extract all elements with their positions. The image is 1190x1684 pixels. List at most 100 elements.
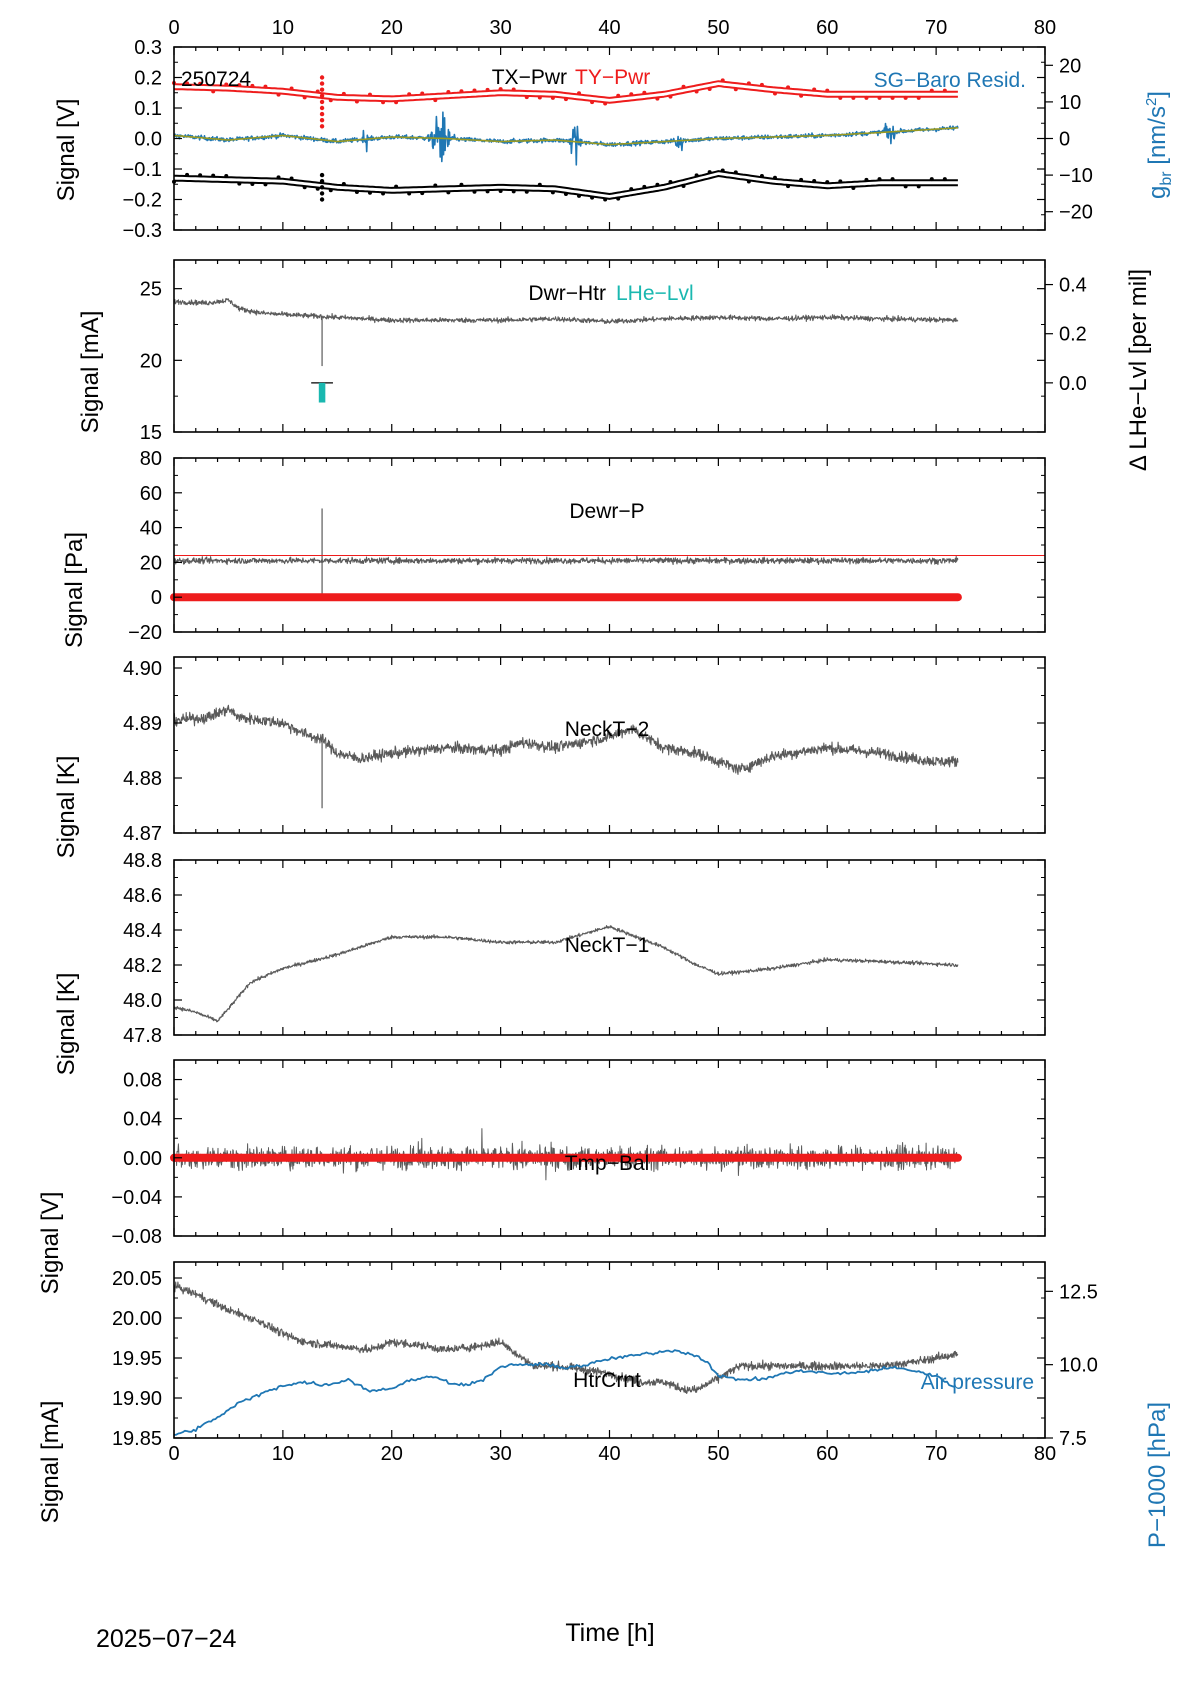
- x-tick-label-bottom: 20: [381, 1443, 403, 1465]
- tx-pwr-point: [681, 184, 686, 189]
- ty-pwr-point: [250, 83, 255, 88]
- panel4-frame: [173, 656, 1046, 834]
- dwr-htr-line: [173, 298, 959, 325]
- y-right-tick-label: −20: [1059, 202, 1093, 224]
- tx-pwr-point: [224, 173, 229, 178]
- panel2-frame: [173, 259, 1046, 433]
- x-axis-label: Time [h]: [565, 1619, 654, 1647]
- tx-pwr-point: [472, 189, 477, 194]
- tx-pwr-point: [642, 184, 647, 189]
- x-tick-label-top: 10: [272, 17, 294, 39]
- tx-pwr-point: [629, 187, 634, 192]
- panel5-title: NeckT−1: [565, 934, 650, 957]
- tx-pwr-point: [655, 182, 660, 187]
- ty-pwr-point: [746, 81, 751, 86]
- axes-layer: 0.3 0.2 0.1 0.0 −0.1 −0.2 −0.3 20 10 0 −10 −20 25 20 1…: [111, 17, 1098, 1465]
- ty-pwr-point: [354, 99, 359, 104]
- y-tick-label: 4.90: [123, 658, 162, 680]
- tx-pwr-point: [276, 175, 281, 180]
- x-tick-label-top: 40: [598, 17, 620, 39]
- tx-pwr-point: [903, 184, 908, 189]
- panel1-id-label: 250724: [181, 68, 251, 91]
- tx-pwr-point: [394, 184, 399, 189]
- x-tick-label-top: 70: [925, 17, 947, 39]
- panel1-title-ty-pwr: TY−Pwr: [575, 66, 650, 89]
- x-tick-label-top: 80: [1034, 17, 1056, 39]
- tx-pwr-point: [772, 175, 777, 180]
- y-tick-label: 4.87: [123, 823, 162, 845]
- y-tick-label: 0.2: [134, 68, 162, 90]
- ty-pwr-point: [629, 92, 634, 97]
- panel3-frame: [173, 457, 1046, 633]
- ty-pwr-point: [877, 95, 882, 100]
- y-tick-label: 4.89: [123, 713, 162, 735]
- panel6-frame: [173, 1059, 1046, 1237]
- ty-pwr-outlier-point: [319, 99, 325, 105]
- ty-pwr-point: [577, 91, 582, 96]
- ty-pwr-point: [550, 95, 555, 100]
- y-right-tick-label: 20: [1059, 55, 1081, 77]
- x-tick-label-bottom: 0: [168, 1443, 179, 1465]
- ty-pwr-point: [498, 87, 503, 92]
- ty-pwr-outlier-point: [319, 118, 325, 123]
- ty-pwr-point: [341, 91, 346, 96]
- sg-baro-resid-line: [173, 111, 959, 166]
- y-tick-label: 48.0: [123, 990, 162, 1012]
- x-tick-label-bottom: 10: [272, 1443, 294, 1465]
- tx-pwr-point: [328, 188, 333, 193]
- ty-pwr-point: [211, 89, 216, 94]
- ty-pwr-point: [890, 95, 895, 100]
- panel7-title: HtrCrnt: [573, 1369, 641, 1392]
- tx-pwr-point: [485, 189, 490, 194]
- y-tick-label: −20: [128, 622, 162, 644]
- ty-pwr-point: [786, 85, 791, 90]
- y-right-tick-label: 0.2: [1059, 324, 1087, 346]
- y-right-tick-label: 12.5: [1059, 1281, 1098, 1303]
- ty-pwr-point: [224, 82, 229, 87]
- tx-pwr-point: [916, 184, 921, 189]
- y-tick-label: 19.95: [112, 1348, 162, 1370]
- tx-pwr-point: [864, 177, 869, 182]
- ty-pwr-point: [302, 95, 307, 100]
- panel1-ylabel: Signal [V]: [53, 99, 80, 202]
- ty-pwr-outlier-point: [319, 124, 325, 129]
- tx-pwr-point: [433, 183, 438, 188]
- tx-pwr-point: [851, 185, 856, 190]
- tx-pwr-point: [537, 182, 542, 187]
- neckt2-line: [173, 704, 959, 775]
- ty-pwr-point: [367, 92, 372, 97]
- panel7-right-title: Air pressure: [921, 1371, 1034, 1394]
- panel3-ylabel: Signal [Pa]: [61, 532, 88, 648]
- panel1-ylabel-right: gbr [nm/s2]: [1143, 91, 1175, 199]
- x-tick-label-top: 50: [707, 17, 729, 39]
- panel4-title: NeckT−2: [565, 718, 650, 741]
- y-tick-label: 60: [140, 483, 162, 505]
- x-tick-label-top: 30: [490, 17, 512, 39]
- tx-pwr-point: [942, 177, 947, 182]
- y-tick-label: −0.1: [123, 159, 162, 181]
- tx-pwr-point: [720, 168, 725, 173]
- tx-pwr-point: [367, 190, 372, 195]
- tx-pwr-point: [577, 193, 582, 198]
- ty-pwr-point: [733, 87, 738, 92]
- tx-pwr-point: [786, 184, 791, 189]
- tx-pwr-point: [459, 182, 464, 187]
- y-tick-label: 80: [140, 448, 162, 470]
- tx-pwr-point: [877, 177, 882, 182]
- tx-pwr-point: [550, 190, 555, 195]
- ty-pwr-point: [655, 96, 660, 101]
- ty-pwr-point: [812, 87, 817, 92]
- tx-pwr-point: [590, 195, 595, 200]
- y-tick-label: 25: [140, 279, 162, 301]
- y-tick-label: −0.3: [123, 220, 162, 242]
- ty-pwr-point: [289, 86, 294, 91]
- ty-pwr-outlier-point: [319, 75, 325, 80]
- tx-pwr-point: [237, 181, 242, 186]
- ty-pwr-point: [720, 78, 725, 83]
- tx-pwr-point: [381, 191, 386, 196]
- panel1-right-title: SG−Baro Resid.: [874, 69, 1026, 92]
- ty-pwr-point: [485, 87, 490, 92]
- ty-pwr-point: [407, 92, 412, 97]
- y-tick-label: −0.08: [111, 1226, 162, 1248]
